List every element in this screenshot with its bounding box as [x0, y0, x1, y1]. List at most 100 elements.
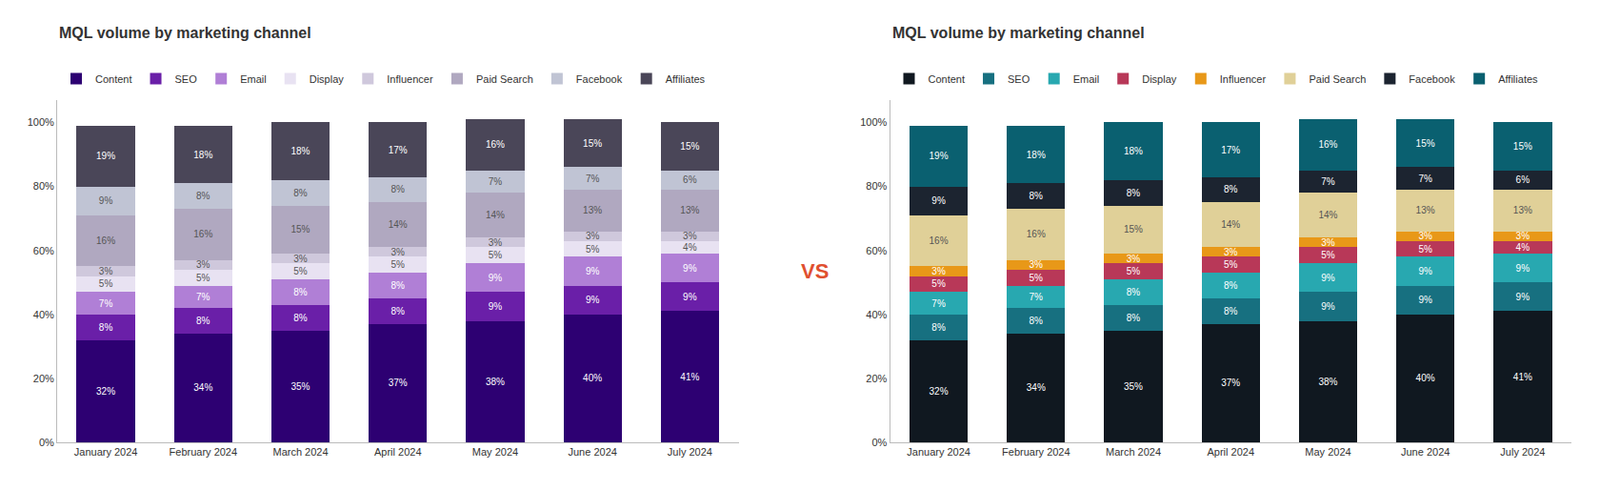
svg-text:8%: 8% [931, 321, 946, 333]
svg-text:Affiliates: Affiliates [665, 73, 706, 85]
svg-text:March 2024: March 2024 [272, 445, 328, 458]
svg-text:16%: 16% [96, 235, 116, 246]
svg-text:5%: 5% [1418, 243, 1433, 255]
svg-text:7%: 7% [585, 173, 600, 184]
svg-text:MQL volume by marketing channe: MQL volume by marketing channel [892, 24, 1145, 41]
svg-text:May 2024: May 2024 [1304, 445, 1351, 458]
svg-text:January 2024: January 2024 [74, 445, 139, 458]
svg-text:February 2024: February 2024 [1001, 445, 1071, 458]
svg-text:3%: 3% [488, 237, 503, 248]
svg-text:14%: 14% [388, 219, 408, 230]
svg-text:3%: 3% [585, 230, 600, 241]
svg-text:SEO: SEO [1007, 73, 1031, 85]
svg-text:16%: 16% [193, 228, 213, 240]
svg-text:13%: 13% [1416, 204, 1436, 216]
svg-text:18%: 18% [1123, 145, 1143, 157]
svg-text:40%: 40% [582, 372, 602, 383]
svg-text:5%: 5% [1223, 259, 1239, 270]
svg-text:Paid Search: Paid Search [1308, 73, 1366, 85]
svg-text:18%: 18% [193, 149, 213, 160]
svg-text:8%: 8% [1223, 280, 1239, 291]
svg-text:19%: 19% [96, 150, 116, 161]
svg-text:18%: 18% [290, 145, 310, 157]
svg-text:0%: 0% [871, 436, 887, 448]
svg-text:5%: 5% [931, 278, 946, 289]
svg-text:3%: 3% [931, 265, 946, 277]
svg-text:6%: 6% [1516, 174, 1531, 185]
svg-text:60%: 60% [33, 244, 55, 257]
svg-text:16%: 16% [485, 139, 505, 150]
svg-text:April 2024: April 2024 [1206, 445, 1255, 458]
svg-text:7%: 7% [1320, 176, 1336, 187]
svg-text:January 2024: January 2024 [906, 445, 971, 458]
svg-text:7%: 7% [931, 298, 946, 309]
svg-text:8%: 8% [1223, 305, 1239, 317]
svg-text:March 2024: March 2024 [1105, 445, 1161, 458]
svg-text:3%: 3% [1126, 253, 1141, 264]
svg-text:SEO: SEO [175, 73, 199, 85]
svg-text:June 2024: June 2024 [567, 445, 617, 458]
svg-text:3%: 3% [390, 246, 405, 258]
svg-text:8%: 8% [1126, 187, 1141, 199]
svg-text:15%: 15% [582, 138, 602, 149]
svg-text:Paid Search: Paid Search [476, 73, 534, 85]
svg-text:37%: 37% [1220, 377, 1240, 388]
svg-text:18%: 18% [1026, 149, 1046, 160]
svg-text:41%: 41% [680, 371, 700, 382]
svg-text:8%: 8% [293, 187, 308, 199]
svg-text:June 2024: June 2024 [1400, 445, 1450, 458]
svg-text:9%: 9% [931, 195, 946, 206]
svg-text:13%: 13% [582, 204, 602, 216]
svg-text:15%: 15% [1416, 138, 1436, 149]
svg-text:35%: 35% [290, 380, 310, 392]
svg-text:9%: 9% [1320, 300, 1336, 312]
svg-text:8%: 8% [390, 280, 405, 291]
svg-text:37%: 37% [388, 377, 408, 388]
svg-text:14%: 14% [485, 209, 505, 220]
svg-text:60%: 60% [865, 244, 887, 257]
svg-text:5%: 5% [390, 259, 405, 270]
svg-text:38%: 38% [485, 376, 505, 387]
svg-text:Display: Display [309, 73, 345, 85]
svg-text:9%: 9% [99, 195, 114, 206]
svg-text:34%: 34% [193, 381, 213, 393]
svg-text:9%: 9% [488, 300, 503, 312]
svg-text:3%: 3% [682, 230, 698, 241]
svg-text:8%: 8% [293, 286, 308, 298]
svg-text:9%: 9% [1516, 262, 1531, 274]
svg-text:Facebook: Facebook [576, 73, 623, 85]
svg-text:3%: 3% [1418, 230, 1433, 241]
svg-text:80%: 80% [865, 180, 887, 192]
svg-text:20%: 20% [865, 372, 887, 384]
svg-text:32%: 32% [929, 385, 949, 397]
svg-text:8%: 8% [390, 305, 405, 317]
svg-text:19%: 19% [929, 150, 949, 161]
svg-text:8%: 8% [196, 315, 211, 326]
svg-text:6%: 6% [682, 174, 698, 185]
svg-text:7%: 7% [196, 291, 211, 302]
svg-text:8%: 8% [1126, 286, 1141, 298]
svg-text:16%: 16% [929, 235, 949, 246]
svg-text:3%: 3% [1029, 259, 1044, 270]
svg-text:7%: 7% [99, 298, 114, 309]
svg-text:9%: 9% [488, 272, 503, 283]
svg-text:3%: 3% [99, 265, 114, 277]
svg-text:VS: VS [800, 259, 829, 283]
svg-text:3%: 3% [1516, 230, 1531, 241]
svg-text:100%: 100% [27, 116, 55, 128]
svg-text:17%: 17% [388, 144, 408, 156]
svg-text:9%: 9% [585, 294, 600, 305]
svg-text:Email: Email [240, 73, 267, 85]
svg-text:13%: 13% [680, 204, 700, 216]
svg-text:8%: 8% [1126, 312, 1141, 323]
svg-text:17%: 17% [1220, 144, 1240, 156]
svg-text:Influencer: Influencer [1220, 73, 1267, 85]
svg-text:40%: 40% [865, 308, 887, 320]
svg-text:July 2024: July 2024 [667, 445, 713, 458]
svg-text:5%: 5% [488, 249, 503, 260]
svg-text:July 2024: July 2024 [1500, 445, 1545, 458]
svg-text:9%: 9% [1418, 265, 1433, 277]
svg-text:4%: 4% [1516, 241, 1531, 253]
svg-text:100%: 100% [860, 116, 887, 128]
svg-text:May 2024: May 2024 [472, 445, 519, 458]
